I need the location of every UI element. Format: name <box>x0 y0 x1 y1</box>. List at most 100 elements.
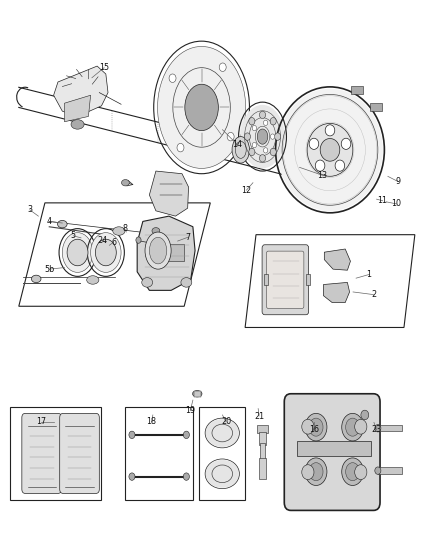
Ellipse shape <box>240 105 285 168</box>
Ellipse shape <box>95 239 116 266</box>
Ellipse shape <box>121 180 129 186</box>
Bar <box>194 391 201 397</box>
Ellipse shape <box>346 418 360 436</box>
Circle shape <box>177 143 184 152</box>
Circle shape <box>252 125 257 131</box>
Circle shape <box>361 410 369 419</box>
Bar <box>264 274 268 285</box>
Polygon shape <box>149 171 188 216</box>
FancyBboxPatch shape <box>266 251 304 309</box>
Bar <box>260 443 265 459</box>
FancyBboxPatch shape <box>284 394 380 511</box>
Polygon shape <box>19 203 210 306</box>
Ellipse shape <box>32 275 41 282</box>
Ellipse shape <box>309 138 319 149</box>
Ellipse shape <box>145 232 171 269</box>
Circle shape <box>270 134 275 139</box>
Bar <box>149 244 184 261</box>
Circle shape <box>249 118 255 125</box>
Ellipse shape <box>305 414 327 441</box>
Ellipse shape <box>307 124 353 176</box>
Bar <box>370 103 382 111</box>
Circle shape <box>252 142 257 148</box>
Ellipse shape <box>62 232 93 272</box>
Text: 15: 15 <box>99 63 109 72</box>
Ellipse shape <box>335 160 345 171</box>
Circle shape <box>169 74 176 83</box>
Ellipse shape <box>158 46 246 168</box>
Circle shape <box>219 63 226 71</box>
Ellipse shape <box>277 89 383 211</box>
Ellipse shape <box>341 138 351 149</box>
Ellipse shape <box>305 458 327 486</box>
Ellipse shape <box>71 107 84 116</box>
Bar <box>10 407 102 500</box>
FancyBboxPatch shape <box>22 414 61 494</box>
Circle shape <box>227 132 234 141</box>
Ellipse shape <box>232 136 250 163</box>
Circle shape <box>275 133 281 140</box>
Text: 3: 3 <box>27 205 32 214</box>
Circle shape <box>302 419 314 434</box>
Bar <box>257 425 268 433</box>
Bar <box>258 432 266 446</box>
Ellipse shape <box>205 419 239 447</box>
Text: 11: 11 <box>378 196 388 205</box>
Polygon shape <box>53 66 108 116</box>
FancyBboxPatch shape <box>60 414 99 494</box>
Ellipse shape <box>315 160 325 171</box>
Bar <box>259 458 266 479</box>
Polygon shape <box>245 235 415 327</box>
Circle shape <box>263 148 268 153</box>
Ellipse shape <box>309 418 323 436</box>
Ellipse shape <box>113 227 125 235</box>
Text: 8: 8 <box>122 224 127 233</box>
Circle shape <box>355 419 367 434</box>
Ellipse shape <box>192 391 202 397</box>
Circle shape <box>136 237 141 243</box>
Circle shape <box>259 111 265 119</box>
Text: 13: 13 <box>318 171 328 180</box>
Text: 9: 9 <box>396 177 401 186</box>
Text: 14: 14 <box>232 140 242 149</box>
Polygon shape <box>64 95 91 122</box>
Text: 18: 18 <box>147 417 156 426</box>
Circle shape <box>129 473 135 480</box>
Circle shape <box>263 120 268 125</box>
Text: 7: 7 <box>185 233 190 242</box>
Bar <box>297 441 371 456</box>
Text: 1: 1 <box>367 270 372 279</box>
Ellipse shape <box>309 463 323 481</box>
Ellipse shape <box>342 414 364 441</box>
Ellipse shape <box>91 232 121 272</box>
Ellipse shape <box>185 84 219 131</box>
Text: 5: 5 <box>71 231 76 240</box>
Ellipse shape <box>375 424 381 432</box>
Ellipse shape <box>181 278 192 287</box>
Bar <box>306 274 311 285</box>
Ellipse shape <box>346 463 360 481</box>
Text: 10: 10 <box>392 199 402 208</box>
Circle shape <box>355 465 367 480</box>
Ellipse shape <box>71 119 84 129</box>
Ellipse shape <box>152 228 160 234</box>
Bar <box>199 407 245 500</box>
Polygon shape <box>323 282 350 303</box>
Text: 19: 19 <box>185 406 195 415</box>
Polygon shape <box>324 249 350 270</box>
Ellipse shape <box>57 221 67 228</box>
Ellipse shape <box>87 276 99 284</box>
Ellipse shape <box>375 467 381 474</box>
Bar <box>125 407 193 500</box>
Circle shape <box>302 465 314 480</box>
Text: 24: 24 <box>97 236 107 245</box>
Text: 4: 4 <box>47 217 52 226</box>
FancyBboxPatch shape <box>262 245 309 315</box>
Polygon shape <box>137 216 195 290</box>
Ellipse shape <box>325 125 335 136</box>
Ellipse shape <box>342 458 364 486</box>
Bar <box>378 425 402 431</box>
Ellipse shape <box>142 278 152 287</box>
Circle shape <box>184 431 189 439</box>
Text: 12: 12 <box>241 185 251 195</box>
